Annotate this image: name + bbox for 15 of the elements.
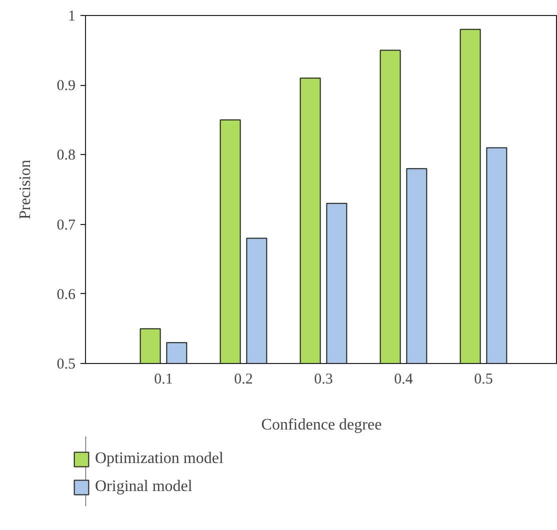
legend-label: Original model xyxy=(95,478,192,496)
x-tick-label: 0.1 xyxy=(154,372,173,388)
x-tick-label: 0.2 xyxy=(234,372,253,388)
x-tick-label: 0.4 xyxy=(394,372,414,388)
legend-label: Optimization model xyxy=(95,450,224,468)
x-tick-label: 0.5 xyxy=(474,372,493,388)
y-tick-label: 0.7 xyxy=(56,217,76,234)
x-axis-title: Confidence degree xyxy=(261,416,382,434)
y-tick-label: 1 xyxy=(68,8,76,24)
y-tick-label: 0.6 xyxy=(56,286,76,303)
y-tick-label: 0.8 xyxy=(56,148,76,164)
x-tick-label: 0.3 xyxy=(314,372,333,388)
y-tick-label: 0.9 xyxy=(56,78,76,94)
y-tick-label: 0.5 xyxy=(56,356,76,372)
y-axis-title: Precision xyxy=(16,160,34,220)
